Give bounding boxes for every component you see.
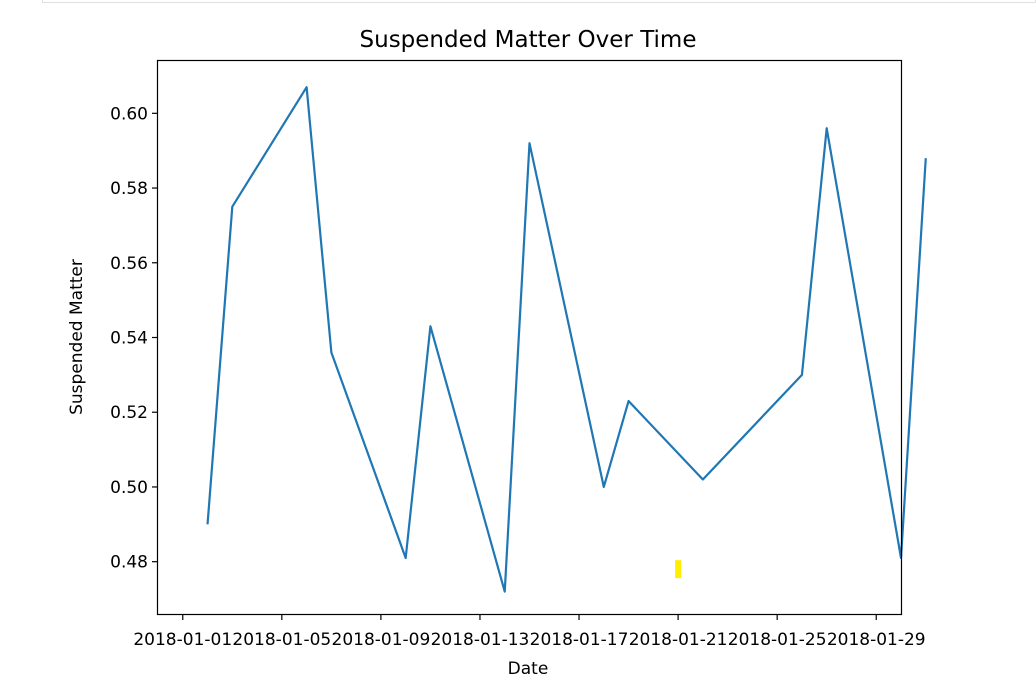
y-tick-label: 0.48 xyxy=(110,553,148,573)
x-tick-label: 2018-01-01 xyxy=(133,630,232,650)
y-tick-label: 0.50 xyxy=(110,478,148,498)
y-tick-label: 0.58 xyxy=(110,179,148,199)
y-axis: 0.48 0.50 0.52 0.54 0.56 0.58 0.60 xyxy=(110,104,158,573)
y-tick-label: 0.54 xyxy=(110,329,148,349)
x-tick-label: 2018-01-25 xyxy=(728,630,827,650)
plot-frame xyxy=(156,59,903,616)
x-axis: 2018-01-01 2018-01-05 2018-01-09 2018-01-13… xyxy=(133,614,926,650)
series-layer xyxy=(206,86,927,593)
x-tick-label: 2018-01-13 xyxy=(431,630,530,650)
x-tick-label: 2018-01-09 xyxy=(332,630,431,650)
y-axis-label: Suspended Matter xyxy=(67,259,87,415)
highlight-marker xyxy=(675,560,682,579)
x-tick-label: 2018-01-17 xyxy=(530,630,629,650)
annotation-layer xyxy=(675,560,682,579)
x-tick-label: 2018-01-21 xyxy=(629,630,728,650)
series-line-0 xyxy=(206,86,927,593)
y-tick-label: 0.56 xyxy=(110,254,148,274)
chart-title: Suspended Matter Over Time xyxy=(360,27,697,53)
x-tick-label: 2018-01-29 xyxy=(827,630,926,650)
x-tick-label: 2018-01-05 xyxy=(232,630,331,650)
y-tick-label: 0.60 xyxy=(110,104,148,124)
y-tick-label: 0.52 xyxy=(110,403,148,423)
x-axis-label: Date xyxy=(508,659,549,679)
